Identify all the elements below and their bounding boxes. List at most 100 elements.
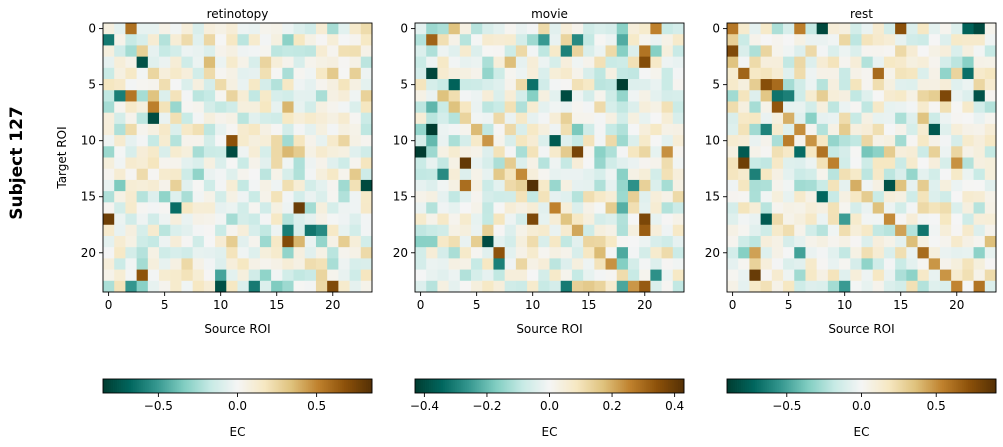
heatmap-cell	[794, 258, 806, 270]
colorbar-segment	[135, 379, 138, 393]
heatmap-cell	[349, 123, 362, 136]
heatmap-cell	[850, 34, 862, 46]
colorbar-segment	[971, 379, 975, 393]
colorbar-segment	[177, 379, 180, 393]
heatmap-cell	[850, 269, 862, 282]
heatmap-cell	[727, 191, 739, 203]
heatmap-cell	[538, 247, 550, 259]
heatmap-cell	[872, 67, 885, 80]
colorbar-segment	[987, 379, 991, 393]
heatmap-cell	[672, 247, 685, 259]
heatmap-cell	[504, 269, 517, 282]
heatmap-cell	[237, 191, 250, 203]
heatmap-cell	[159, 56, 171, 69]
heatmap-cell	[738, 146, 750, 158]
heatmap-cell	[360, 79, 373, 91]
heatmap-cell	[471, 235, 483, 248]
heatmap-cell	[237, 269, 250, 282]
heatmap-cell	[136, 112, 149, 125]
heatmap-cell	[538, 67, 550, 80]
heatmap-cell	[304, 280, 317, 293]
heatmap-cell	[125, 202, 138, 214]
heatmap-cell	[639, 79, 651, 91]
heatmap-cell	[627, 112, 640, 125]
heatmap-cell	[984, 45, 997, 58]
heatmap-cell	[783, 235, 795, 248]
heatmap-cell	[426, 135, 438, 147]
heatmap-cell	[282, 179, 294, 192]
heatmap-cell	[872, 235, 885, 248]
heatmap-cell	[349, 258, 362, 270]
heatmap-cell	[661, 101, 674, 114]
heatmap-cell	[594, 45, 606, 58]
heatmap-cell	[360, 269, 373, 282]
heatmap-cell	[939, 90, 952, 102]
heatmap-cell	[560, 23, 573, 35]
colorbar-tick-label: −0.5	[144, 399, 173, 413]
heatmap-cell	[962, 269, 974, 282]
heatmap-cell	[159, 34, 171, 46]
heatmap-cell	[839, 280, 851, 293]
heatmap-cell	[147, 146, 160, 158]
heatmap-cell	[338, 258, 350, 270]
heatmap-cell	[237, 79, 250, 91]
colorbar-segment	[839, 379, 842, 393]
heatmap-cell	[895, 90, 907, 102]
colorbar-segment	[957, 379, 961, 393]
heatmap-cell	[805, 179, 818, 192]
heatmap-cell	[181, 135, 194, 147]
heatmap-cell	[605, 67, 618, 80]
colorbar-segment	[199, 379, 202, 393]
heatmap-cell	[973, 247, 986, 259]
heatmap-cell	[928, 213, 941, 226]
heatmap-cell	[271, 202, 283, 214]
heatmap-cell	[661, 258, 674, 270]
heatmap-cell	[192, 202, 205, 214]
heatmap-cell	[459, 213, 472, 226]
colorbar-segment	[581, 379, 585, 393]
heatmap-cell	[327, 269, 339, 282]
colorbar-segment	[583, 379, 587, 393]
heatmap-cell	[471, 67, 483, 80]
colorbar-segment	[105, 379, 108, 393]
heatmap-cell	[103, 90, 115, 102]
heatmap-cell	[181, 235, 194, 248]
colorbar-segment	[191, 379, 194, 393]
heatmap-cell	[661, 135, 674, 147]
heatmap-cell	[661, 67, 674, 80]
heatmap-cell	[226, 23, 238, 35]
heatmap-cell	[571, 269, 584, 282]
heatmap-cell	[114, 247, 126, 259]
heatmap-cell	[103, 23, 115, 35]
heatmap-cell	[159, 79, 171, 91]
heatmap-cell	[861, 168, 874, 181]
colorbar-segment	[673, 379, 677, 393]
heatmap-cell	[594, 247, 606, 259]
heatmap-cell	[538, 112, 550, 125]
heatmap-cell	[493, 135, 506, 147]
heatmap-cell	[650, 168, 662, 181]
heatmap-cell	[192, 235, 205, 248]
heatmap-cell	[973, 191, 986, 203]
heatmap-cell	[338, 179, 350, 192]
colorbar-segment	[271, 379, 275, 393]
heatmap-cell	[259, 135, 272, 147]
heatmap-cell	[192, 45, 205, 58]
heatmap-cell	[661, 202, 674, 214]
heatmap-cell	[349, 45, 362, 58]
heatmap-cell	[771, 258, 784, 270]
heatmap-cell	[928, 146, 941, 158]
heatmap-cell	[872, 79, 885, 91]
heatmap-cell	[771, 146, 784, 158]
heatmap-cell	[527, 56, 539, 69]
heatmap-cell	[594, 179, 606, 192]
colorbar-segment	[907, 379, 911, 393]
heatmap-cell	[437, 168, 450, 181]
heatmap-cell	[727, 101, 739, 114]
heatmap-cell	[816, 34, 829, 46]
heatmap-cell	[437, 45, 450, 58]
heatmap-cell	[794, 280, 806, 293]
heatmap-cell	[583, 280, 595, 293]
heatmap-cell	[159, 146, 171, 158]
heatmap-cell	[973, 56, 986, 69]
